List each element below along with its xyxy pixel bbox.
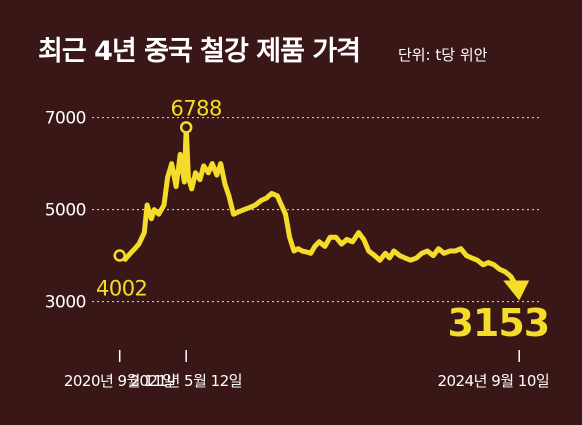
annotations: 4002 6788 3153 <box>96 96 550 345</box>
x-tick-label: 2021년 5월 12일 <box>130 372 242 390</box>
peak-marker <box>179 121 193 134</box>
y-tick-label: 5000 <box>45 201 86 221</box>
y-tick-label: 3000 <box>45 293 86 313</box>
start-marker <box>113 249 126 262</box>
chart-unit: 단위: t당 위안 <box>398 46 488 64</box>
end-value-label: 3153 <box>447 301 549 345</box>
start-value-label: 4002 <box>96 277 147 301</box>
x-tick-label: 2024년 9월 10일 <box>437 372 549 390</box>
series-line-0 <box>117 124 522 298</box>
chart-title: 최근 4년 중국 철강 제품 가격 <box>38 36 360 67</box>
series-end-arrow <box>503 280 530 301</box>
y-tick-label: 7000 <box>45 109 86 129</box>
y-axis: 3000 5000 7000 <box>45 109 87 313</box>
x-tick-label: 2020년 9월 11일 <box>64 372 176 390</box>
series-layer <box>117 124 530 301</box>
peak-value-label: 6788 <box>170 96 221 120</box>
